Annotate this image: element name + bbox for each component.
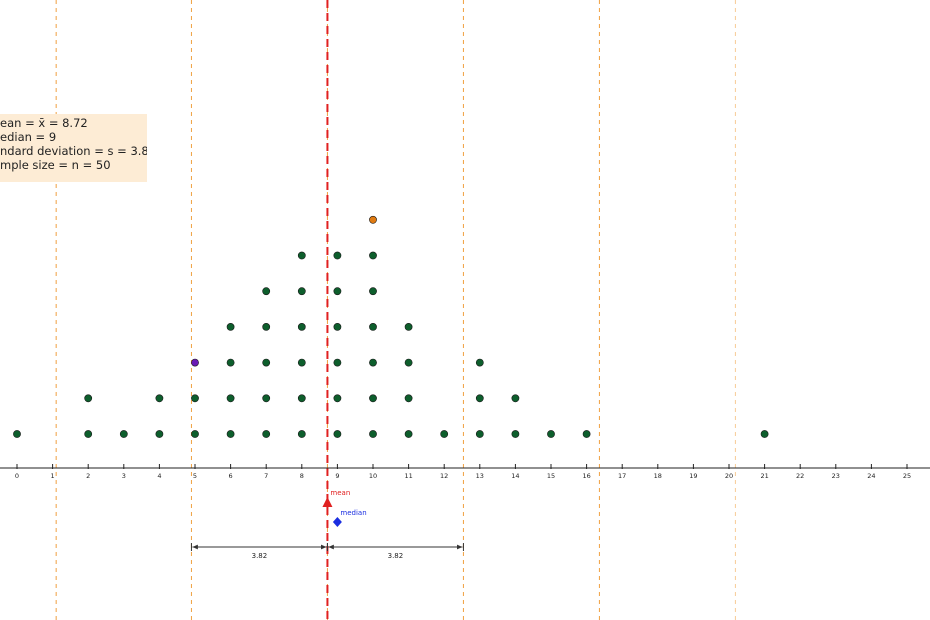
x-tick-label: 14 [511,472,519,480]
data-dot [404,322,413,331]
x-tick-label: 2 [86,472,90,480]
data-dot [226,430,235,438]
x-tick-label: 19 [689,472,697,480]
x-tick-label: 22 [796,472,804,480]
data-dot [191,394,199,403]
data-dot [369,251,377,260]
statistics-box[interactable]: ean = x̄ = 8.72 edian = 9 ndard deviatio… [0,114,147,182]
mean-stat: ean = x̄ = 8.72 [0,116,88,130]
x-tick-label: 18 [654,472,662,480]
data-dot [404,358,413,367]
data-dot [262,358,271,367]
x-tick-label: 10 [369,472,377,480]
data-dot [297,251,306,260]
x-tick-label: 25 [903,472,911,480]
data-dot [84,394,93,403]
data-dot [333,287,342,296]
x-tick-label: 15 [547,472,555,480]
x-tick-label: 1 [51,472,55,480]
data-dot [262,322,271,331]
data-dots [13,215,769,438]
data-dot [13,430,21,438]
data-dot [404,394,413,403]
data-dot [333,358,342,367]
mean-marker [322,497,333,507]
data-dot [511,394,520,403]
x-tick-label: 20 [725,472,733,480]
median-marker-label: median [340,509,366,517]
x-tick-label: 9 [335,472,339,480]
data-dot [369,358,377,367]
highlighted-dot [191,358,199,367]
x-tick-label: 8 [300,472,304,480]
sample-size-stat: mple size = n = 50 [0,158,111,172]
data-dot [155,430,164,438]
x-tick-label: 0 [15,472,19,480]
x-tick-label: 5 [193,472,197,480]
x-tick-label: 21 [760,472,768,480]
data-dot [84,430,93,438]
median-stat: edian = 9 [0,130,57,144]
x-tick-label: 6 [229,472,233,480]
mean-marker-label: mean [330,489,350,497]
sd-brackets: 3.82 3.82 [190,543,464,560]
data-dot [369,322,377,331]
data-dot [297,358,306,367]
x-tick-label: 23 [832,472,840,480]
data-dot [226,358,235,367]
highlighted-dot [369,215,377,224]
standard-deviation-stat: ndard deviation = s = 3.82 [0,144,147,158]
data-dot [262,287,271,296]
x-axis: 0 1 2 3 4 5 6 7 8 9 10 11 12 13 14 15 16 17 18 19 20 21 22 23 24… [0,464,930,480]
data-dot [119,430,128,438]
x-tick-label: 16 [582,472,590,480]
data-dot [155,394,164,403]
x-tick-label: 24 [867,472,875,480]
data-dot [760,430,769,438]
data-dot [369,430,377,438]
data-dot [297,322,306,331]
data-dot [297,287,306,296]
data-dot [404,430,413,438]
data-dot [262,394,271,403]
data-dot [297,430,306,438]
data-dot [333,322,342,331]
data-dot [226,394,235,403]
sd-bracket-label: 3.82 [252,552,268,560]
x-tick-label: 13 [476,472,484,480]
data-dot [297,394,306,403]
x-tick-label: 3 [122,472,126,480]
standard-deviation-lines [55,0,736,620]
data-dot [369,394,377,403]
x-tick-label: 17 [618,472,626,480]
sd-bracket-label: 3.82 [388,552,404,560]
data-dot [475,430,484,438]
data-dot [547,430,555,438]
data-dot [440,430,449,438]
x-tick-label: 11 [404,472,412,480]
data-dot [333,394,342,403]
data-dot [333,430,342,438]
median-marker [332,517,342,527]
data-dot [582,430,591,438]
data-dot [475,394,484,403]
data-dot [262,430,271,438]
x-tick-label: 7 [264,472,268,480]
data-dot [511,430,520,438]
x-tick-label: 12 [440,472,448,480]
mean-median-markers: mean median [322,489,367,527]
x-tick-label: 4 [157,472,161,480]
data-dot [369,287,377,296]
data-dot [226,322,235,331]
data-dot [333,251,342,260]
data-dot [475,358,484,367]
data-dot [191,430,199,438]
